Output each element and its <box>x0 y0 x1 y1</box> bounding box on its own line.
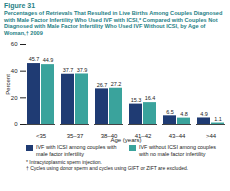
svg-text:Age (years): Age (years) <box>110 137 141 143</box>
svg-text:0: 0 <box>14 122 18 128</box>
svg-text:26.7: 26.7 <box>97 82 108 88</box>
svg-text:37.7: 37.7 <box>63 67 74 73</box>
html-text:IVF with ICSI among couples wi: IVF with ICSI among couples with male fa… <box>36 144 117 157</box>
svg-text:>44: >44 <box>206 133 217 139</box>
svg-text:<35: <35 <box>36 133 47 139</box>
svg-text:15.3: 15.3 <box>131 97 142 103</box>
svg-text:20: 20 <box>11 95 18 101</box>
svg-text:40: 40 <box>11 68 18 74</box>
svg-text:37.9: 37.9 <box>77 67 88 73</box>
svg-text:60: 60 <box>11 42 18 48</box>
svg-text:38–40: 38–40 <box>100 133 118 140</box>
svg-text:27.2: 27.2 <box>111 81 122 87</box>
svg-text:4.8: 4.8 <box>180 111 188 117</box>
svg-text:41–42: 41–42 <box>134 133 152 140</box>
html-text:IVF without ICSI among couples: IVF without ICSI among couples with no m… <box>139 144 216 157</box>
svg-text:16.4: 16.4 <box>145 96 156 102</box>
html-text:Figure 31: Figure 31 <box>4 2 36 9</box>
svg-text:44.9: 44.9 <box>43 58 54 64</box>
svg-text:4.9: 4.9 <box>200 111 208 117</box>
svg-text:43–44: 43–44 <box>169 133 186 139</box>
html-text:* Intracytoplasmic sperm injec: * Intracytoplasmic sperm injection. <box>26 158 102 165</box>
html-text:Percentages of Retrievals That: Percentages of Retrievals That Resulted … <box>4 10 223 36</box>
svg-text:45.7: 45.7 <box>29 57 40 63</box>
html-text:† Cycles using donor sperm and: † Cycles using donor sperm and cycles us… <box>26 164 189 171</box>
svg-text:35–37: 35–37 <box>67 133 84 139</box>
svg-text:6.5: 6.5 <box>166 109 174 115</box>
svg-text:1.1: 1.1 <box>214 116 222 122</box>
svg-text:Percent: Percent <box>5 74 11 95</box>
